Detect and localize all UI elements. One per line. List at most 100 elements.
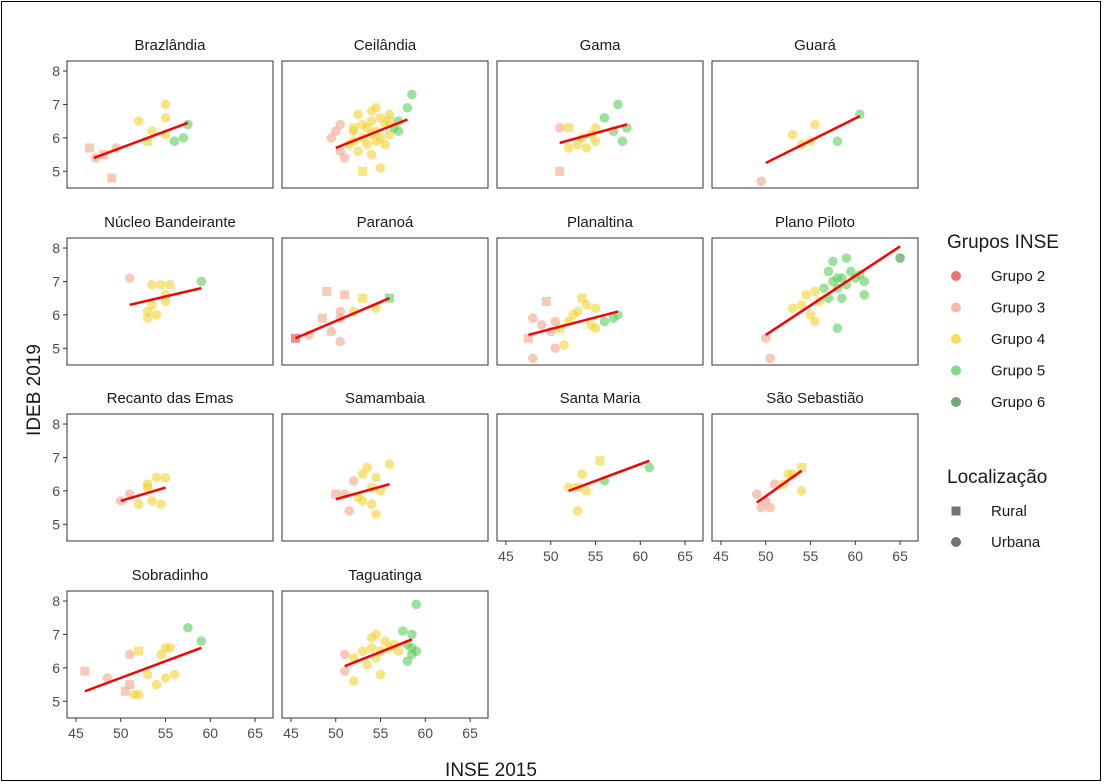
y-tick-label: 5 xyxy=(52,340,60,356)
data-point-rural xyxy=(120,686,130,696)
data-point-urbana xyxy=(528,313,538,324)
data-point-urbana xyxy=(142,669,153,680)
x-tick-label: 60 xyxy=(633,548,649,564)
legend-key-group xyxy=(951,334,961,344)
data-point-urbana xyxy=(348,653,359,663)
panel-frame xyxy=(496,237,704,366)
x-tick-label: 50 xyxy=(543,548,559,564)
data-point-urbana xyxy=(142,313,153,324)
y-tick-label: 7 xyxy=(52,449,60,465)
regression-line xyxy=(335,482,390,501)
data-point-urbana xyxy=(371,509,381,520)
x-tick-label: 60 xyxy=(418,725,434,741)
data-point-urbana xyxy=(366,149,377,160)
y-tick-label: 6 xyxy=(52,483,60,499)
data-point-urbana xyxy=(169,669,180,680)
data-point-urbana xyxy=(335,336,346,347)
x-tick-label: 60 xyxy=(203,725,219,741)
data-point-urbana xyxy=(760,333,771,344)
legend-label-group: Grupo 6 xyxy=(991,394,1045,411)
data-point-urbana xyxy=(366,499,377,510)
panel-title: Recanto das Emas xyxy=(107,390,234,407)
y-tick-label: 8 xyxy=(52,416,60,432)
data-point-rural xyxy=(555,323,565,333)
data-point-rural xyxy=(317,313,327,323)
data-point-urbana xyxy=(837,293,847,303)
data-point-urbana xyxy=(828,256,838,267)
legend-key-group xyxy=(951,397,961,407)
data-point-urbana xyxy=(581,486,592,496)
data-point-urbana xyxy=(765,353,776,364)
data-point-urbana xyxy=(362,659,372,670)
panel-frame xyxy=(66,590,274,719)
data-point-urbana xyxy=(398,626,408,636)
legend-title-groups: Grupos INSE xyxy=(947,232,1059,253)
panel-title: Santa Maria xyxy=(560,390,642,407)
data-point-urbana xyxy=(165,279,175,290)
data-point-rural xyxy=(125,680,135,690)
legend-label-group: Grupo 4 xyxy=(991,331,1045,348)
data-point-urbana xyxy=(895,253,905,263)
panel-frame xyxy=(281,413,489,542)
y-tick-label: 8 xyxy=(52,63,60,79)
data-point-urbana xyxy=(147,126,157,136)
y-tick-label: 5 xyxy=(52,693,60,709)
data-point-urbana xyxy=(590,323,601,334)
data-point-urbana xyxy=(375,163,386,173)
data-point-urbana xyxy=(407,89,417,100)
data-point-urbana xyxy=(380,139,390,150)
panel-title: Gama xyxy=(580,37,622,54)
data-point-urbana xyxy=(859,290,870,300)
regression-line xyxy=(84,646,202,693)
data-point-urbana xyxy=(787,129,798,140)
data-point-urbana xyxy=(133,116,144,126)
data-point-rural xyxy=(541,297,551,306)
legend-label-group: Grupo 3 xyxy=(991,300,1045,317)
regression-line xyxy=(568,459,650,493)
x-tick-label: 60 xyxy=(848,548,864,564)
legend-label-group: Grupo 5 xyxy=(991,363,1045,380)
regression-line xyxy=(93,121,189,160)
y-tick-label: 8 xyxy=(52,240,60,256)
data-point-urbana xyxy=(644,462,655,473)
data-point-urbana xyxy=(751,489,762,500)
data-point-urbana xyxy=(550,343,561,354)
data-point-urbana xyxy=(859,276,870,287)
data-point-rural xyxy=(322,286,332,296)
x-tick-label: 55 xyxy=(158,725,174,741)
data-point-urbana xyxy=(160,99,171,110)
x-tick-label: 50 xyxy=(328,725,344,741)
x-tick-label: 65 xyxy=(247,725,263,741)
data-point-urbana xyxy=(810,316,820,327)
regression-line xyxy=(559,123,628,145)
x-tick-label: 55 xyxy=(588,548,604,564)
data-point-urbana xyxy=(151,679,162,690)
data-point-urbana xyxy=(348,676,359,687)
data-point-urbana xyxy=(124,273,135,283)
data-point-urbana xyxy=(344,506,354,516)
legend-key-group xyxy=(951,365,961,376)
data-point-rural xyxy=(84,143,94,153)
panel-title: São Sebastião xyxy=(766,390,864,407)
data-point-urbana xyxy=(581,143,592,153)
x-tick-label: 65 xyxy=(462,725,478,741)
data-point-urbana xyxy=(393,126,404,136)
x-tick-label: 65 xyxy=(892,548,908,564)
x-tick-label: 65 xyxy=(677,548,693,564)
data-point-urbana xyxy=(801,290,811,300)
data-point-urbana xyxy=(196,636,207,646)
data-point-rural xyxy=(143,136,153,146)
data-point-rural xyxy=(134,646,144,656)
data-point-urbana xyxy=(796,486,807,496)
data-point-rural xyxy=(331,489,341,499)
x-tick-label: 55 xyxy=(373,725,389,741)
data-point-urbana xyxy=(375,669,386,680)
legend-key-group xyxy=(951,302,961,313)
data-point-urbana xyxy=(147,496,157,506)
y-tick-label: 8 xyxy=(52,593,60,609)
data-point-urbana xyxy=(147,279,157,290)
data-point-urbana xyxy=(353,146,363,157)
data-point-urbana xyxy=(124,649,135,660)
data-point-urbana xyxy=(407,629,417,640)
